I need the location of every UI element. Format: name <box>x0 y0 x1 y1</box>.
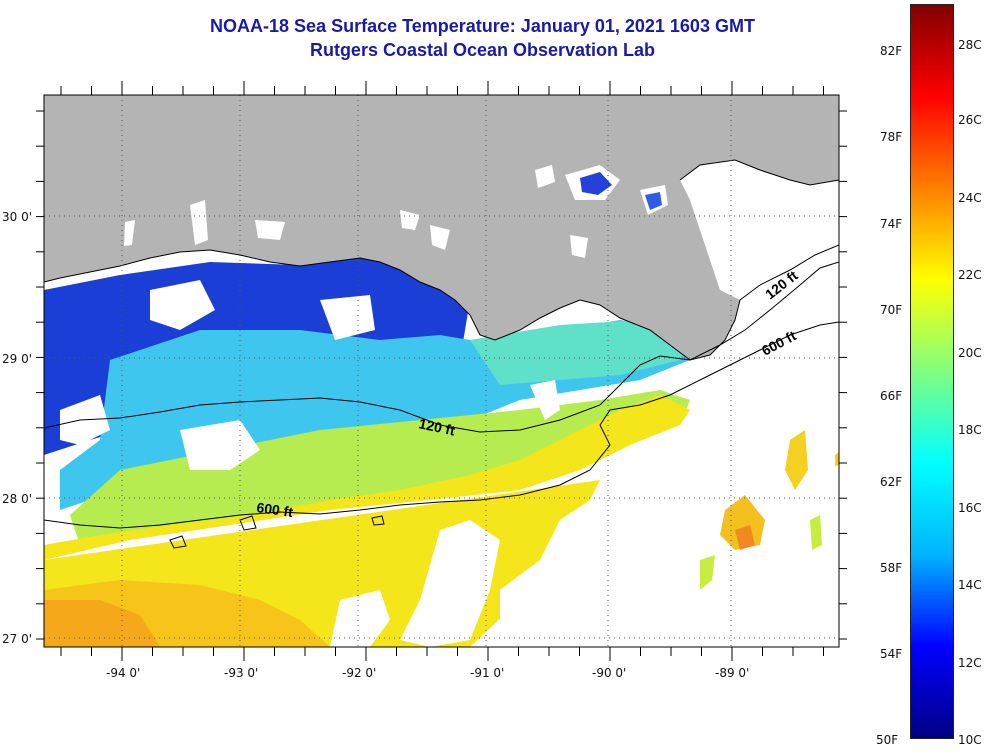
coastline <box>44 244 839 361</box>
lat-label-30: 30 0' <box>2 210 32 224</box>
lat-label-29: 29 0' <box>2 352 32 366</box>
isobath-120ft-line <box>44 261 839 433</box>
colorbar-c-26: 26C <box>958 113 982 127</box>
colorbar-c-14: 14C <box>958 578 982 592</box>
colorbar-f-66: 66F <box>880 389 903 403</box>
lon-label-94: -94 0' <box>106 666 140 680</box>
colorbar-c-12: 12C <box>958 656 982 670</box>
colorbar-f-50: 50F <box>876 733 899 747</box>
land-mass <box>44 95 839 360</box>
isobath-label-600ft-west: 600 ft <box>256 499 295 520</box>
colorbar-c-24: 24C <box>958 191 982 205</box>
lat-label-27: 27 0' <box>2 632 32 646</box>
axis-ticks <box>36 81 847 661</box>
isobath-600ft-line <box>44 321 839 529</box>
map-frame <box>43 94 840 648</box>
lon-label-92: -92 0' <box>342 666 376 680</box>
colorbar-c-16: 16C <box>958 501 982 515</box>
lat-label-28: 28 0' <box>2 492 32 506</box>
colorbar-c-28: 28C <box>958 38 982 52</box>
map-subtitle: Rutgers Coastal Ocean Observation Lab <box>309 40 656 60</box>
temperature-colorbar <box>910 4 954 739</box>
lon-label-91: -91 0' <box>470 666 504 680</box>
colorbar-c-18: 18C <box>958 423 982 437</box>
lon-label-89: -89 0' <box>715 666 749 680</box>
colorbar-c-10: 10C <box>958 733 982 747</box>
colorbar-f-82: 82F <box>880 44 903 58</box>
colorbar-c-22: 22C <box>958 268 982 282</box>
colorbar-f-74: 74F <box>880 217 903 231</box>
colorbar-f-78: 78F <box>880 130 903 144</box>
lon-label-90: -90 0' <box>592 666 626 680</box>
sst-field <box>44 245 822 647</box>
isobath-label-120ft-west: 120 ft <box>417 415 456 438</box>
colorbar-c-20: 20C <box>958 346 982 360</box>
map-title: NOAA-18 Sea Surface Temperature: January… <box>210 16 755 36</box>
colorbar-f-58: 58F <box>880 561 903 575</box>
colorbar-f-54: 54F <box>880 647 903 661</box>
lon-label-93: -93 0' <box>224 666 258 680</box>
colorbar-f-62: 62F <box>880 475 903 489</box>
colorbar-f-70: 70F <box>880 303 903 317</box>
graticule <box>44 95 839 647</box>
